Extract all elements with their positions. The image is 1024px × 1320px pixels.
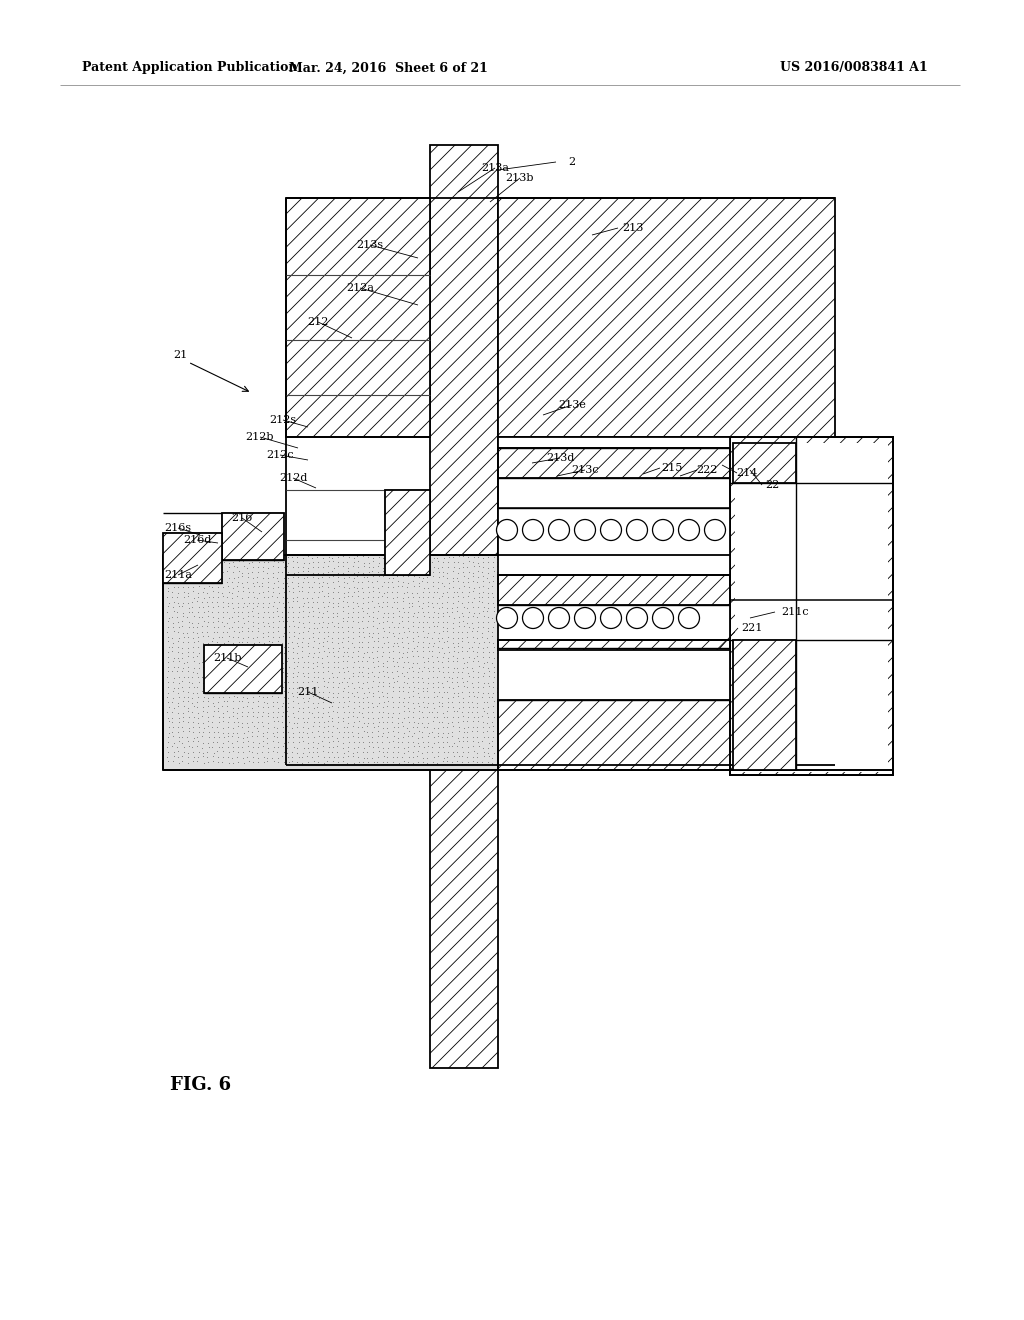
Text: Mar. 24, 2016  Sheet 6 of 21: Mar. 24, 2016 Sheet 6 of 21	[289, 62, 487, 74]
Text: 221: 221	[741, 623, 763, 634]
Circle shape	[652, 520, 674, 540]
Bar	[385, 490, 430, 576]
Circle shape	[522, 520, 544, 540]
Bar	[733, 640, 796, 770]
Circle shape	[679, 607, 699, 628]
Bar	[498, 198, 835, 437]
Text: 216d: 216d	[183, 535, 211, 545]
Text: 213a: 213a	[481, 162, 509, 173]
Bar	[430, 145, 498, 1068]
Bar	[498, 576, 835, 766]
Circle shape	[522, 607, 544, 628]
Bar	[498, 447, 730, 478]
Circle shape	[627, 520, 647, 540]
Bar	[730, 437, 893, 775]
Text: 216s: 216s	[165, 523, 191, 533]
Circle shape	[549, 520, 569, 540]
Bar	[498, 576, 730, 605]
Text: 212b: 212b	[246, 432, 274, 442]
Text: US 2016/0083841 A1: US 2016/0083841 A1	[780, 62, 928, 74]
Bar	[498, 437, 730, 576]
Bar	[222, 513, 284, 560]
Circle shape	[600, 520, 622, 540]
Bar	[498, 640, 730, 648]
Bar	[498, 447, 730, 508]
Text: 21: 21	[173, 350, 187, 360]
Text: 222: 222	[696, 465, 718, 475]
Text: 213c: 213c	[571, 465, 599, 475]
Circle shape	[549, 607, 569, 628]
Bar	[498, 576, 730, 766]
Circle shape	[627, 607, 647, 628]
Bar	[498, 700, 730, 770]
Text: 213: 213	[623, 223, 644, 234]
Text: 213b: 213b	[506, 173, 535, 183]
Bar	[286, 198, 430, 437]
Text: 212d: 212d	[279, 473, 307, 483]
Bar	[163, 533, 222, 583]
Text: 212c: 212c	[266, 450, 294, 459]
Text: 211: 211	[297, 686, 318, 697]
Bar	[735, 444, 888, 772]
Text: 22: 22	[765, 480, 779, 490]
Bar	[163, 554, 730, 770]
Bar	[498, 437, 730, 770]
Text: 213d: 213d	[546, 453, 574, 463]
Text: 214: 214	[736, 469, 758, 478]
Bar	[286, 576, 430, 766]
Text: 215: 215	[662, 463, 683, 473]
Circle shape	[574, 520, 596, 540]
Text: 211b: 211b	[213, 653, 242, 663]
Text: 212s: 212s	[269, 414, 297, 425]
Circle shape	[652, 607, 674, 628]
Bar	[204, 645, 282, 693]
Text: 211a: 211a	[164, 570, 193, 579]
Text: 216: 216	[231, 513, 253, 523]
Text: Patent Application Publication: Patent Application Publication	[82, 62, 298, 74]
Circle shape	[574, 607, 596, 628]
Bar	[498, 640, 730, 649]
Circle shape	[705, 520, 725, 540]
Bar	[730, 437, 893, 775]
Bar	[733, 444, 796, 483]
Text: 211c: 211c	[781, 607, 809, 616]
Circle shape	[497, 607, 517, 628]
Circle shape	[497, 520, 517, 540]
Text: 212a: 212a	[346, 282, 374, 293]
Circle shape	[600, 607, 622, 628]
Text: 213s: 213s	[356, 240, 384, 249]
Circle shape	[679, 520, 699, 540]
Text: 212: 212	[307, 317, 329, 327]
Text: 2: 2	[568, 157, 575, 168]
Text: FIG. 6: FIG. 6	[170, 1076, 231, 1094]
Text: 213e: 213e	[558, 400, 586, 411]
